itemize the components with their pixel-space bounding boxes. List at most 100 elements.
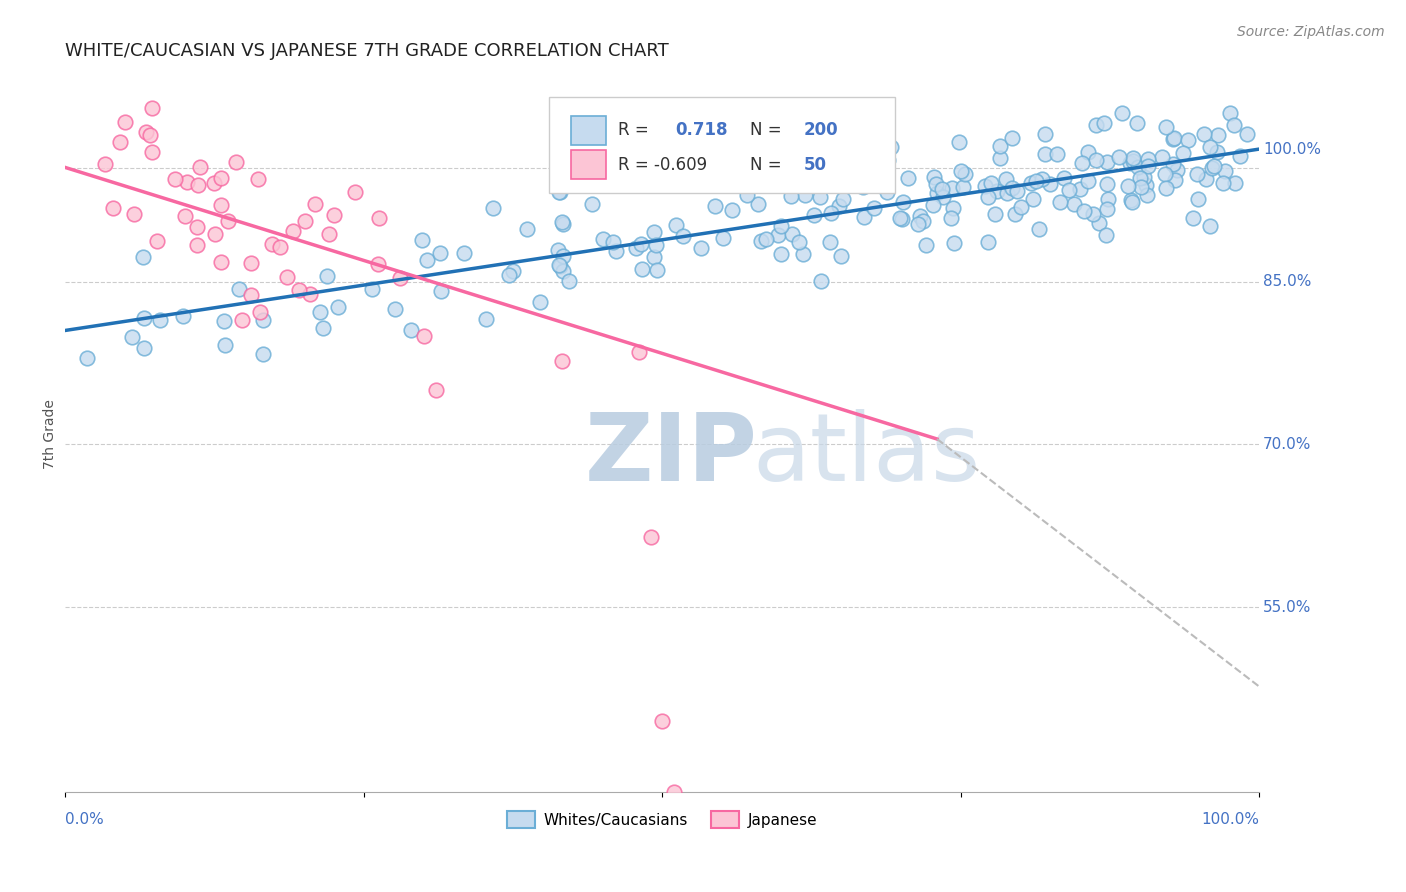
Point <box>1119 156 1142 170</box>
Point <box>876 153 898 167</box>
Point <box>630 236 652 251</box>
Point <box>1182 211 1205 225</box>
Point <box>986 184 1008 198</box>
Point <box>1004 207 1026 221</box>
Point <box>188 160 211 174</box>
Point <box>240 256 263 270</box>
FancyBboxPatch shape <box>548 96 896 194</box>
Point <box>108 135 131 149</box>
Point <box>1177 133 1199 147</box>
Point <box>172 309 194 323</box>
Point <box>429 284 451 298</box>
Point <box>1116 179 1139 194</box>
Point <box>952 179 974 194</box>
Point <box>631 261 654 276</box>
Point <box>1192 127 1215 141</box>
Point <box>389 270 412 285</box>
Point <box>94 157 117 171</box>
Point <box>209 198 232 212</box>
Point <box>228 282 250 296</box>
Point <box>281 224 304 238</box>
Point <box>1033 147 1056 161</box>
Point <box>187 178 209 192</box>
Point <box>135 125 157 139</box>
Text: 55.0%: 55.0% <box>1263 599 1312 615</box>
Point <box>721 202 744 217</box>
Point <box>1154 120 1177 134</box>
Point <box>481 201 503 215</box>
Point <box>1229 149 1251 163</box>
Text: 0.0%: 0.0% <box>66 812 104 827</box>
Point <box>558 274 581 288</box>
Point <box>262 237 284 252</box>
Point <box>766 228 789 243</box>
Point <box>1128 160 1150 174</box>
Point <box>786 174 808 188</box>
Point <box>114 115 136 129</box>
Point <box>922 170 945 185</box>
Point <box>416 253 439 268</box>
Point <box>820 235 842 249</box>
Point <box>231 313 253 327</box>
Point <box>214 337 236 351</box>
Point <box>977 190 1000 204</box>
Point <box>1154 181 1177 195</box>
Point <box>475 312 498 326</box>
Point <box>141 101 163 115</box>
Point <box>1057 183 1080 197</box>
Point <box>794 188 817 202</box>
Point <box>249 305 271 319</box>
FancyBboxPatch shape <box>571 116 606 145</box>
Point <box>1097 177 1119 191</box>
Point <box>1001 181 1024 195</box>
Point <box>186 219 208 234</box>
Point <box>425 383 447 397</box>
Point <box>343 185 366 199</box>
Point <box>1206 128 1229 143</box>
Point <box>735 188 758 202</box>
Point <box>1185 167 1208 181</box>
Point <box>832 192 855 206</box>
Point <box>1122 154 1144 169</box>
Point <box>922 198 945 212</box>
Point <box>950 164 973 178</box>
Point <box>1202 159 1225 173</box>
Y-axis label: 7th Grade: 7th Grade <box>44 399 58 468</box>
Point <box>880 140 903 154</box>
Point <box>907 217 929 231</box>
Point <box>1063 197 1085 211</box>
Point <box>820 205 842 219</box>
Text: R = -0.609: R = -0.609 <box>619 156 707 174</box>
Point <box>1195 172 1218 186</box>
Point <box>315 268 337 283</box>
Text: N =: N = <box>749 156 782 174</box>
Point <box>122 207 145 221</box>
Point <box>174 209 197 223</box>
Point <box>516 222 538 236</box>
Point <box>755 232 778 246</box>
Point <box>304 197 326 211</box>
Point <box>1085 118 1108 132</box>
Point <box>853 211 876 225</box>
Point <box>529 294 551 309</box>
Point <box>1077 174 1099 188</box>
Point <box>889 211 911 225</box>
Point <box>810 273 832 287</box>
Point <box>1077 145 1099 159</box>
Point <box>690 241 713 255</box>
Point <box>891 195 914 210</box>
Point <box>548 185 571 199</box>
Point <box>876 186 898 200</box>
Point <box>953 167 976 181</box>
Point <box>1199 139 1222 153</box>
Point <box>984 207 1007 221</box>
Point <box>550 260 572 274</box>
Point <box>941 180 963 194</box>
Point <box>941 211 963 225</box>
Point <box>453 246 475 260</box>
Point <box>1201 161 1223 176</box>
Point <box>312 321 335 335</box>
Text: R =: R = <box>619 121 650 139</box>
Point <box>287 283 309 297</box>
Point <box>548 258 571 272</box>
